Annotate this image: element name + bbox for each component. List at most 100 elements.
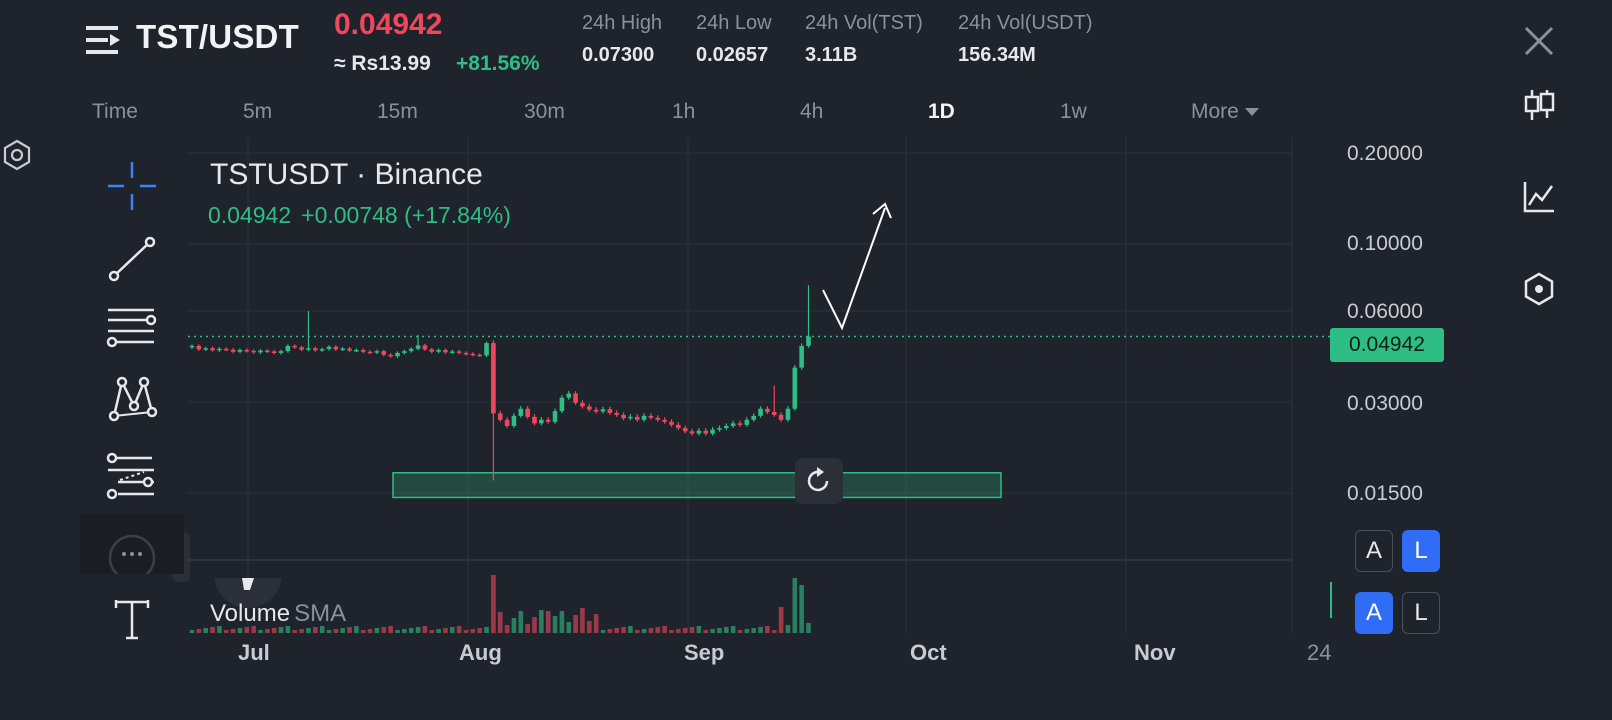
timeframe-5m[interactable]: 5m <box>243 100 273 123</box>
reset-chart-button[interactable] <box>795 458 843 504</box>
candle-body <box>189 345 195 348</box>
candle-body <box>676 424 681 429</box>
volume-bar <box>354 626 359 633</box>
timeframe-1w[interactable]: 1w <box>1060 100 1087 123</box>
volume-bar <box>292 630 298 633</box>
trend-line-icon[interactable] <box>104 236 160 286</box>
candle-body <box>443 349 448 353</box>
candle-body <box>271 351 277 353</box>
hexagon-icon[interactable] <box>1522 272 1556 306</box>
text-icon[interactable] <box>104 596 160 646</box>
candle-body <box>587 406 592 410</box>
volume-sma-label: SMA <box>294 600 347 627</box>
candle-body <box>251 350 256 353</box>
candle-body <box>203 348 208 350</box>
volume-bar <box>244 627 250 633</box>
candle-body <box>532 416 537 424</box>
crosshair-icon[interactable] <box>104 162 160 212</box>
timeframe-15m[interactable]: 15m <box>377 100 418 123</box>
auto-scale-button[interactable]: A <box>1355 530 1393 572</box>
candle-body <box>484 343 489 356</box>
candle-body <box>504 419 510 426</box>
volume-bar <box>196 629 202 633</box>
volume-bar <box>313 627 318 633</box>
line-chart-icon[interactable] <box>1522 180 1556 214</box>
candle-body <box>634 416 640 420</box>
volume-bar <box>539 610 544 633</box>
volume-bar <box>306 628 311 633</box>
volume-bar <box>545 611 551 633</box>
volume-bar <box>717 628 722 633</box>
candlestick-icon[interactable] <box>1522 88 1556 122</box>
settings-icon[interactable] <box>0 138 34 172</box>
candle-body <box>429 349 435 352</box>
pair-title[interactable]: TST/USDT <box>136 18 299 55</box>
volume-bar <box>367 629 373 633</box>
volume-bar <box>340 628 345 633</box>
stat-value: 0.02657 <box>696 44 769 66</box>
timeframe-more[interactable]: More <box>1191 100 1259 124</box>
y-tick: 0.10000 <box>1347 232 1423 255</box>
y-tick: 0.20000 <box>1347 142 1423 165</box>
candle-body <box>628 416 633 419</box>
pattern-icon[interactable] <box>104 376 160 426</box>
candle-body <box>518 408 524 416</box>
drawn-arrow-path <box>822 207 886 331</box>
candle-body <box>360 349 366 352</box>
candle-body <box>566 393 572 398</box>
volume-bar <box>210 627 215 633</box>
volume-bar <box>203 628 208 633</box>
volume-bar <box>251 626 256 633</box>
horizontal-lines-icon[interactable] <box>104 306 160 356</box>
volume-bar <box>285 626 291 633</box>
candle-body <box>470 353 476 356</box>
volume-bar <box>463 630 469 633</box>
volume-bar <box>737 630 743 633</box>
chevron-down-icon <box>1244 108 1259 117</box>
chart-area[interactable]: TSTUSDT · Binance 0.04942 +0.00748 (+17.8… <box>0 138 1612 720</box>
candle-body <box>265 350 270 353</box>
timeframe-30m[interactable]: 30m <box>524 100 565 123</box>
x-tick: Aug <box>459 640 502 665</box>
more-tools-button[interactable] <box>80 514 184 574</box>
volume-bar <box>333 629 339 633</box>
candle-body <box>600 409 606 412</box>
log-scale-button[interactable]: L <box>1402 530 1440 572</box>
candle-body <box>744 419 750 425</box>
volume-bar <box>655 627 661 633</box>
menu-icon[interactable] <box>86 24 122 56</box>
candle-body <box>703 430 709 434</box>
volume-bar <box>237 628 243 633</box>
fib-icon[interactable] <box>104 452 160 502</box>
candle-body <box>333 346 339 350</box>
stat-24h-high: 24h High 0.07300 <box>582 12 662 67</box>
candle-body <box>285 345 291 352</box>
candle-body <box>326 346 332 350</box>
volume-bar <box>381 627 387 633</box>
volume-bar <box>559 611 565 633</box>
volume-bar <box>587 621 592 633</box>
volume-bar <box>484 627 489 633</box>
volume-bar <box>785 625 791 633</box>
timeframe-4h[interactable]: 4h <box>800 100 824 123</box>
volume-bar <box>456 626 462 633</box>
volume-log-scale-button[interactable]: L <box>1402 592 1440 634</box>
volume-bar <box>703 630 709 633</box>
timeframe-time[interactable]: Time <box>92 100 138 123</box>
volume-auto-scale-button[interactable]: A <box>1355 592 1393 634</box>
stat-24h-vol-usdt: 24h Vol(USDT) 156.34M <box>958 12 1093 67</box>
volume-bar <box>662 626 667 633</box>
close-icon[interactable] <box>1522 24 1556 58</box>
stat-value: 156.34M <box>958 44 1036 66</box>
volume-bar <box>682 628 688 633</box>
candlestick-chart[interactable] <box>0 138 1612 720</box>
timeframe-1d[interactable]: 1D <box>928 100 955 123</box>
volume-bar <box>751 628 756 633</box>
candle-body <box>730 423 736 426</box>
candle-body <box>299 347 304 350</box>
candle-body <box>196 345 202 350</box>
candle-body <box>237 349 243 352</box>
candle-body <box>662 419 667 422</box>
timeframe-1h[interactable]: 1h <box>672 100 696 123</box>
stat-value: 3.11B <box>805 44 858 66</box>
